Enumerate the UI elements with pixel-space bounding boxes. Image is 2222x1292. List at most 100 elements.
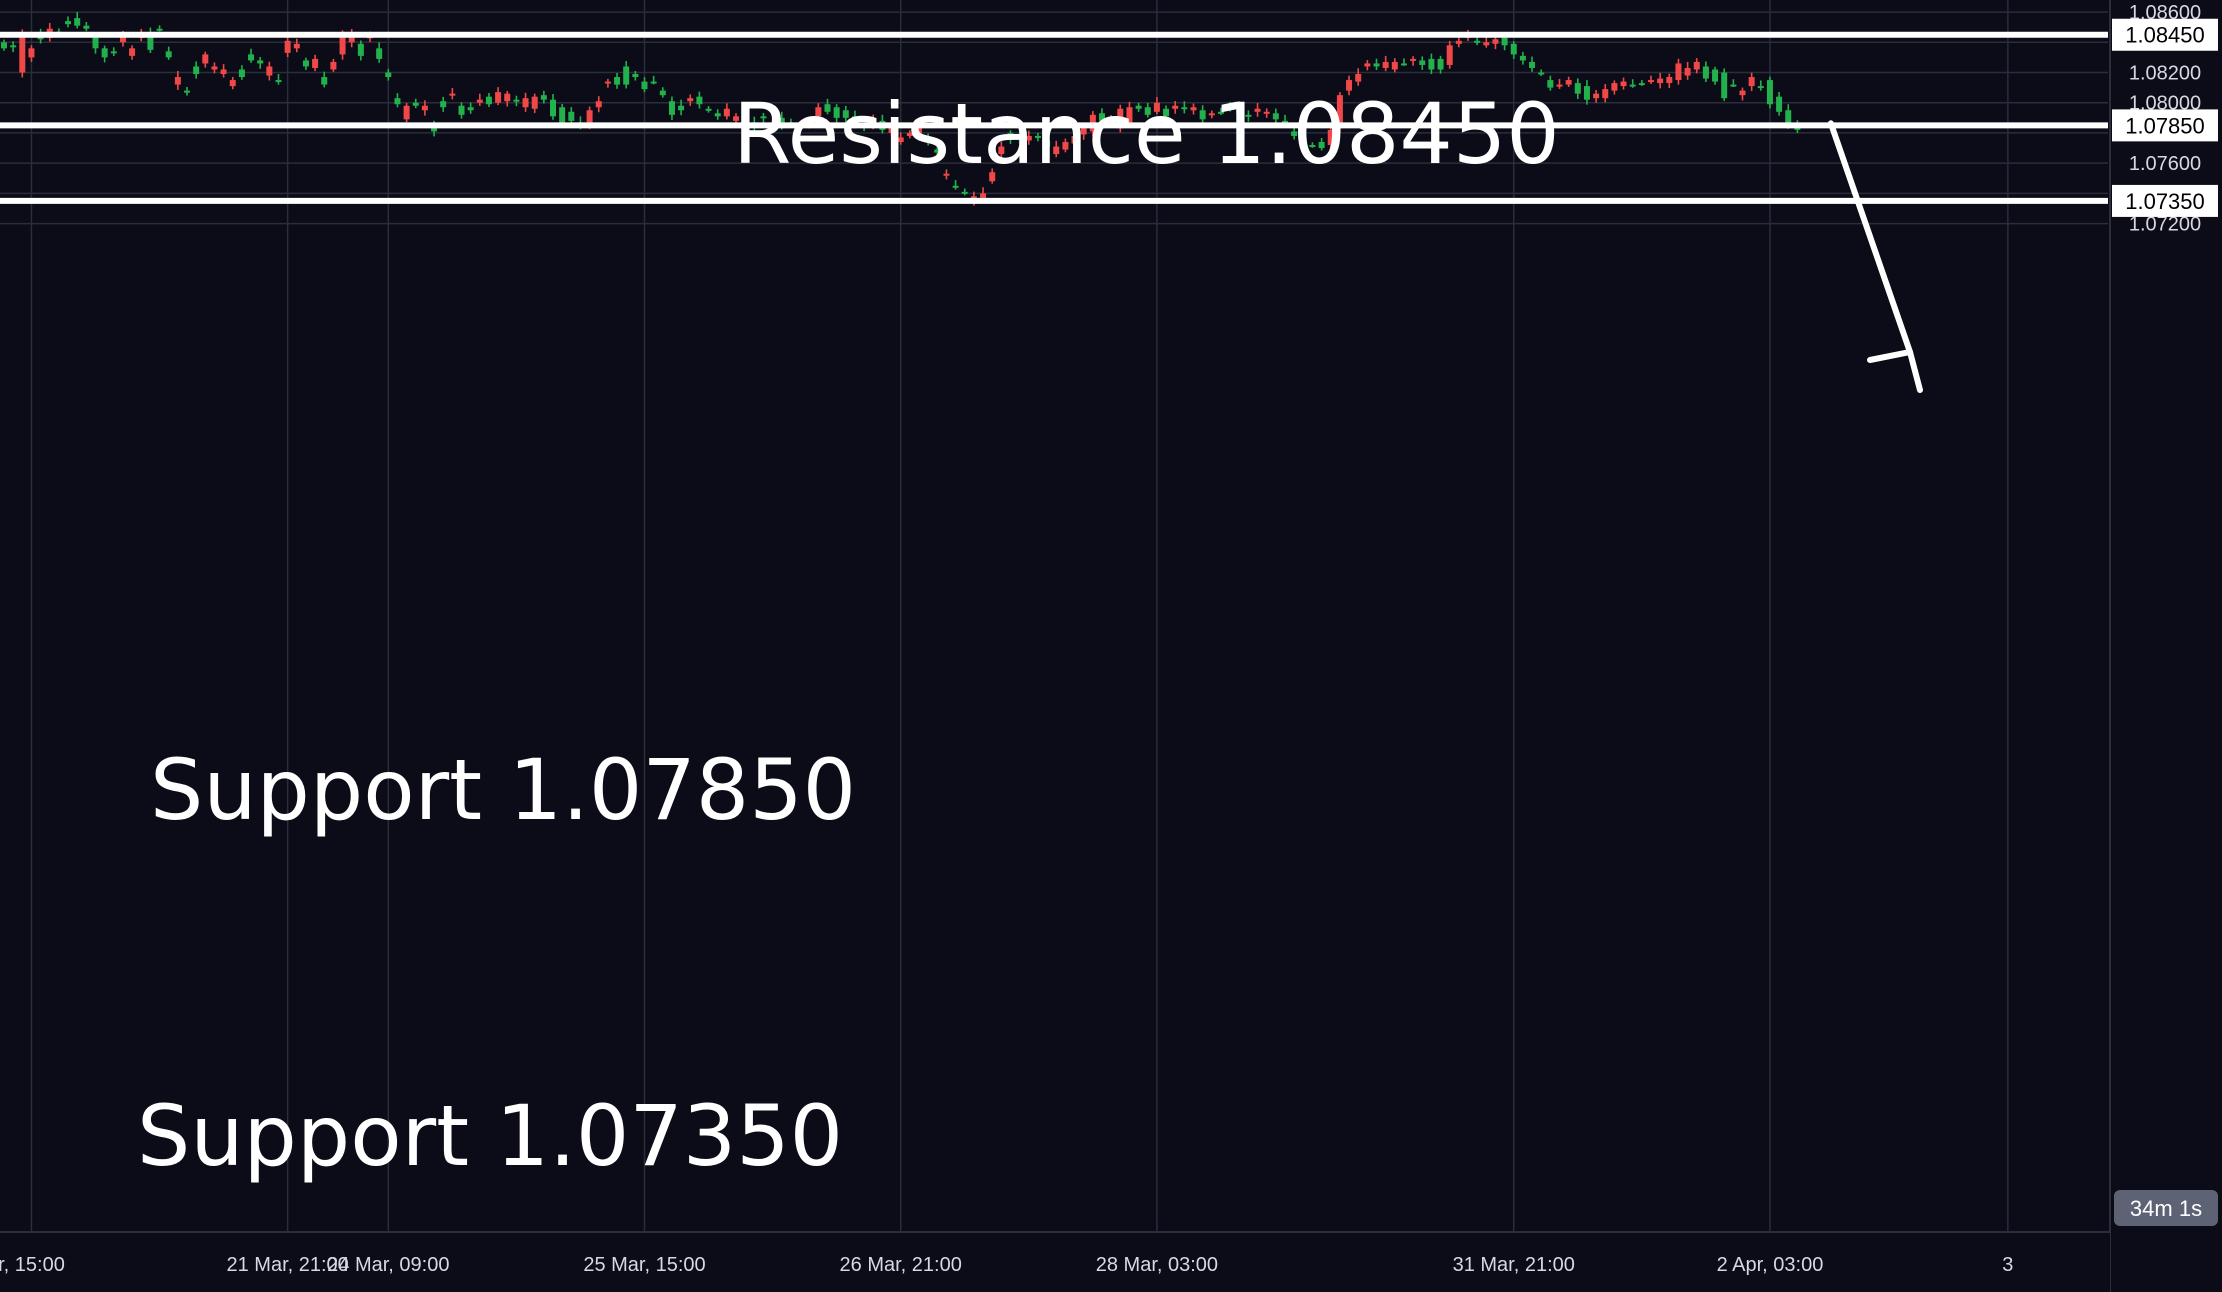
- candle: [998, 141, 1005, 160]
- candle-body: [1593, 93, 1600, 99]
- candle: [668, 96, 675, 121]
- candle-body: [1291, 131, 1298, 136]
- candle: [723, 103, 730, 120]
- candle-body: [925, 138, 932, 141]
- arrow-shaft: [1827, 120, 1913, 355]
- candle-body: [385, 72, 392, 78]
- candle-body: [202, 54, 209, 64]
- candle: [760, 112, 767, 123]
- candle-body: [705, 108, 712, 111]
- price-axis[interactable]: 1.086001.084001.082001.080001.078001.076…: [2109, 0, 2222, 1292]
- time-tick-label: 24 Mar, 09:00: [327, 1254, 449, 1276]
- candle-body: [1318, 141, 1325, 149]
- candle-body: [1391, 61, 1398, 70]
- candle-body: [1712, 69, 1719, 82]
- candle-body: [1181, 107, 1188, 110]
- time-tick-label: 31 Mar, 21:00: [1453, 1254, 1575, 1276]
- candle: [449, 87, 456, 100]
- candle: [302, 57, 309, 70]
- candle-body: [1135, 105, 1142, 109]
- time-tick-label: 28 Mar, 03:00: [1096, 1254, 1218, 1276]
- candle-body: [1757, 86, 1764, 89]
- candle-body: [1309, 145, 1316, 148]
- candle: [1144, 102, 1151, 118]
- candle-body: [220, 69, 227, 75]
- candle-body: [1236, 104, 1243, 114]
- candle-body: [1034, 135, 1041, 138]
- candle: [495, 87, 502, 106]
- candle: [623, 61, 630, 89]
- candle-body: [1007, 132, 1014, 139]
- candle: [604, 78, 611, 88]
- candle-body: [1437, 58, 1444, 70]
- candle: [1327, 124, 1334, 151]
- candle-body: [916, 123, 922, 133]
- candle-body: [540, 95, 547, 100]
- candle-body: [1254, 108, 1261, 112]
- candle-body: [1776, 96, 1783, 112]
- candle-body: [714, 113, 721, 117]
- candle: [824, 98, 831, 115]
- candle: [1757, 80, 1764, 91]
- price-tick-label: 1.07600: [2129, 153, 2201, 175]
- candle: [1712, 66, 1719, 85]
- candle-body: [595, 101, 602, 108]
- candle-body: [851, 116, 858, 124]
- candle-body: [824, 104, 831, 112]
- candle: [1766, 76, 1773, 109]
- candle-body: [238, 69, 245, 78]
- candle-body: [403, 105, 410, 120]
- candle: [74, 12, 81, 29]
- price-tick-label: 1.08200: [2129, 63, 2201, 85]
- candle-body: [1300, 138, 1307, 141]
- candle-body: [1684, 67, 1691, 76]
- candle-body: [1428, 58, 1435, 70]
- candle: [1702, 61, 1709, 83]
- candle-body: [760, 116, 767, 119]
- candle-body: [92, 37, 99, 49]
- candle-body: [733, 116, 739, 121]
- candle: [312, 54, 319, 72]
- candle-body: [1556, 84, 1563, 87]
- candle-body: [1, 42, 7, 49]
- candle: [1062, 138, 1069, 153]
- candle-body: [1419, 60, 1426, 65]
- candle-body: [1327, 129, 1334, 146]
- candle-body: [1785, 110, 1792, 126]
- candle-body: [293, 43, 300, 49]
- candle: [650, 75, 657, 85]
- resistance-annotation: Resistance 1.08450: [733, 85, 1560, 183]
- candle-body: [275, 80, 282, 83]
- candle-body: [266, 66, 273, 76]
- candle-body: [1153, 102, 1160, 112]
- candle-body: [604, 81, 611, 84]
- candle-body: [1400, 63, 1407, 66]
- candle-body: [1510, 43, 1517, 55]
- level-price-tag: [2112, 18, 2218, 51]
- candle: [83, 21, 90, 32]
- candle: [421, 100, 428, 116]
- candle-body: [1611, 83, 1618, 91]
- candle-body: [559, 107, 566, 124]
- candle-body: [888, 126, 895, 133]
- candle-body: [1016, 134, 1023, 139]
- candle-body: [412, 102, 419, 106]
- candle-body: [586, 110, 593, 124]
- candle: [110, 47, 117, 56]
- candle-body: [980, 193, 987, 198]
- candle: [614, 72, 621, 89]
- candle: [376, 42, 383, 63]
- candle-body: [165, 51, 172, 58]
- candle-body: [449, 93, 456, 96]
- candle: [1016, 130, 1023, 144]
- candle: [440, 96, 447, 112]
- candle: [925, 133, 932, 146]
- candle: [540, 90, 547, 104]
- level-price-tag: [2112, 184, 2218, 217]
- candle: [1593, 89, 1600, 103]
- time-axis-panel: [0, 1232, 2110, 1292]
- candle: [174, 70, 181, 90]
- candle: [1529, 56, 1536, 72]
